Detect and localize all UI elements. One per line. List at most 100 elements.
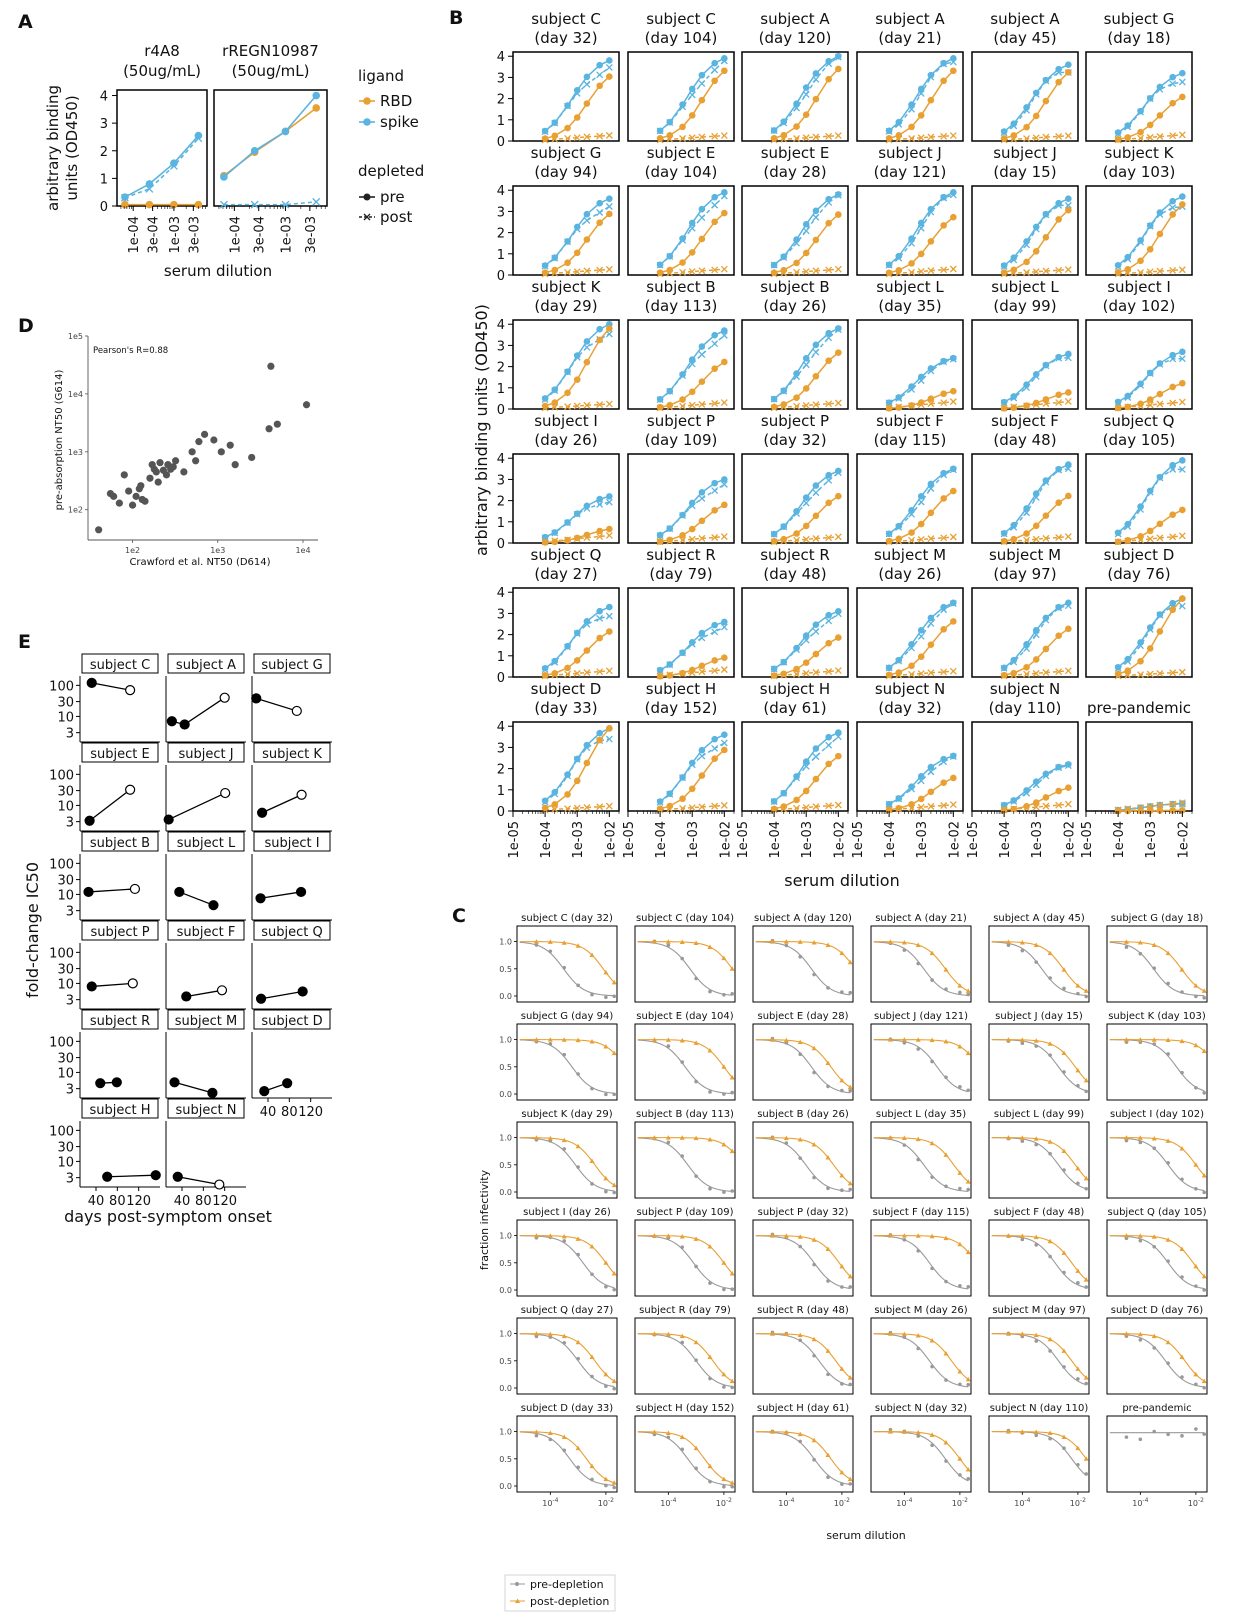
data-point [1169, 800, 1177, 808]
cross-stroke [666, 387, 674, 395]
data-point [811, 940, 817, 945]
data-point [720, 480, 728, 488]
cross-stroke [583, 505, 591, 512]
cross-stroke [780, 387, 788, 395]
data-point [1075, 983, 1081, 988]
cross-stroke [908, 268, 916, 276]
data-point [1146, 401, 1154, 409]
data-point [895, 523, 903, 531]
data-point [1083, 1175, 1089, 1181]
cross-stroke [679, 536, 687, 544]
cross-stroke [596, 533, 604, 540]
data-point [927, 509, 935, 517]
data-point [1152, 966, 1157, 971]
data-point [770, 538, 778, 546]
data-point [1047, 1430, 1053, 1436]
data-point [802, 249, 810, 257]
data-point [665, 1430, 671, 1436]
x-tick-label: 1e-05 [736, 821, 751, 859]
cross-stroke [666, 119, 674, 126]
data-point [1137, 804, 1145, 811]
data-point [780, 523, 788, 531]
data-point [679, 532, 686, 539]
data-point [1034, 1142, 1039, 1147]
data-point [1019, 1331, 1025, 1336]
data-point [834, 326, 842, 334]
data-point [281, 127, 290, 136]
data-point [930, 1266, 934, 1271]
facet-title: (day 29) [534, 297, 597, 315]
facet-frame [516, 1023, 618, 1101]
data-point [95, 1078, 106, 1089]
data-point [1114, 664, 1122, 672]
facet-frame [988, 925, 1090, 1003]
data-point [958, 1382, 962, 1387]
y-tick-label: 0.0 [499, 1286, 512, 1295]
data-point [1194, 1186, 1198, 1191]
data-point [720, 801, 728, 809]
cross-stroke [573, 669, 581, 677]
data-point [688, 356, 696, 363]
data-point [251, 693, 262, 704]
cross-stroke [541, 262, 549, 270]
cross-stroke [1055, 132, 1063, 140]
data-point [812, 753, 820, 761]
data-point [793, 804, 801, 812]
cross-stroke [1178, 266, 1186, 274]
data-point [1062, 1070, 1066, 1074]
data-point [605, 802, 613, 810]
data-point [1152, 1042, 1157, 1046]
cross-stroke [812, 535, 820, 542]
data-point [839, 1173, 845, 1178]
x-tick-label: 10-2 [952, 1497, 968, 1508]
cross-stroke [1169, 399, 1177, 407]
data-point [783, 1037, 789, 1043]
data-point [656, 127, 664, 135]
data-point [564, 259, 571, 267]
series-line [177, 1176, 220, 1186]
data-point [965, 1050, 971, 1056]
data-point [825, 639, 832, 647]
fit-curve [991, 1333, 1087, 1386]
data-point [606, 325, 613, 332]
cross-stroke [780, 537, 788, 545]
data-point [1023, 135, 1031, 143]
data-point [1023, 536, 1031, 544]
cross-stroke [1042, 669, 1050, 676]
data-point [802, 804, 810, 811]
cross-stroke [688, 669, 696, 677]
facet-title: subject L [177, 836, 236, 851]
facet-title: subject H (day 152) [636, 1403, 735, 1414]
data-point [698, 71, 706, 79]
y-tick-label: 1.0 [499, 1428, 512, 1437]
cross-stroke [825, 668, 833, 675]
data-point [711, 66, 719, 74]
data-point [908, 123, 915, 131]
x-tick-label: 1e-02 [1176, 821, 1191, 859]
data-point [958, 1284, 962, 1288]
data-point [596, 495, 603, 503]
data-point [1179, 379, 1186, 387]
data-point [780, 537, 788, 545]
data-point [711, 755, 718, 762]
cross-stroke [583, 620, 591, 628]
data-point [908, 644, 916, 652]
data-point [551, 538, 559, 546]
y-tick-label: 1 [497, 516, 505, 531]
data-point [966, 1187, 971, 1192]
data-point [596, 61, 603, 69]
data-point [1201, 1172, 1207, 1178]
data-point [793, 774, 801, 782]
cross-stroke [927, 620, 935, 627]
data-point [927, 485, 935, 492]
fit-curve [519, 1137, 615, 1192]
data-point [825, 499, 832, 507]
fit-curve [519, 941, 615, 997]
data-point [812, 803, 820, 811]
data-point [604, 1092, 608, 1097]
data-point [1156, 112, 1164, 119]
x-tick-label: 1e-04 [539, 821, 554, 859]
data-point [1124, 805, 1132, 813]
fit-curve [1109, 1137, 1205, 1192]
facet-strip [81, 1098, 159, 1119]
